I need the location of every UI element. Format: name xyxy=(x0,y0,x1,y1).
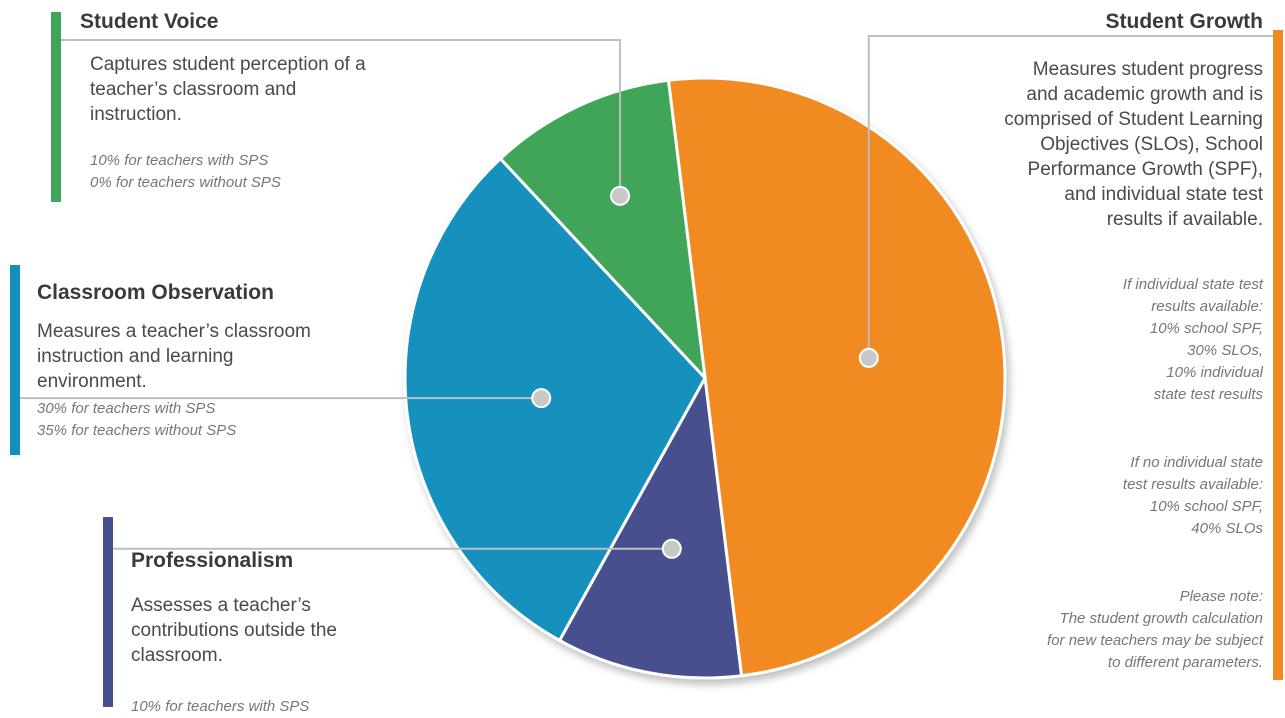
student-growth-note: state test results xyxy=(1153,386,1263,403)
pie-marker-classroom-observation xyxy=(531,388,552,409)
student-growth-description-line: results if available. xyxy=(1106,209,1263,230)
student-growth-note: 40% SLOs xyxy=(1191,520,1263,537)
pie-marker-student-voice xyxy=(610,185,631,206)
classroom-observation-description: Measures a teacher’s classroom instructi… xyxy=(37,321,311,392)
professionalism-description: Assesses a teacher’s contributions outsi… xyxy=(131,595,337,666)
pie-slice-student-voice xyxy=(498,78,708,383)
student-growth-note: 10% individual xyxy=(1166,364,1263,381)
student-growth-disclaimer: Please note: The student growth calculat… xyxy=(1047,586,1263,674)
student-growth-notes-unavailable: If no individual state test results avai… xyxy=(1123,452,1263,540)
student-growth-accent-bar xyxy=(1273,30,1283,680)
student-growth-description: Measures student progress and academic g… xyxy=(1004,57,1263,232)
student-voice-description: Captures student perception of a teacher… xyxy=(90,54,366,125)
student-growth-note: If individual state test xyxy=(1122,276,1263,293)
pie-slice-student-growth xyxy=(666,76,1007,678)
student-growth-description-line: and academic growth and is xyxy=(1026,84,1263,105)
professionalism-notes: 10% for teachers with SPS xyxy=(131,696,309,718)
student-growth-notes-available: If individual state test results availab… xyxy=(1123,274,1263,406)
student-growth-note: 10% school SPF, xyxy=(1149,498,1263,515)
professionalism-note: 10% for teachers with SPS xyxy=(131,698,310,715)
pie-slice-professionalism xyxy=(557,373,744,680)
student-voice-note: 0% for teachers without SPS xyxy=(90,174,281,191)
student-growth-description-line: and individual state test xyxy=(1064,184,1263,205)
student-voice-note: 10% for teachers with SPS xyxy=(90,152,269,169)
pie-marker-professionalism xyxy=(661,538,682,559)
pie-marker-student-growth xyxy=(858,347,879,368)
student-growth-description-line: Objectives (SLOs), School xyxy=(1040,134,1263,155)
professionalism-accent-bar xyxy=(103,517,113,707)
student-voice-title: Student Voice xyxy=(80,10,219,33)
student-voice-accent-bar xyxy=(51,12,61,202)
student-growth-note: test results available: xyxy=(1122,476,1263,493)
student-growth-description-line: Measures student progress xyxy=(1032,59,1263,80)
student-growth-note: 10% school SPF, xyxy=(1149,320,1263,337)
student-voice-notes: 10% for teachers with SPS 0% for teacher… xyxy=(90,150,281,194)
student-growth-description-line: comprised of Student Learning xyxy=(1004,109,1263,130)
student-growth-note: for new teachers may be subject xyxy=(1047,632,1263,649)
student-voice-leader-line xyxy=(61,39,622,196)
professionalism-title: Professionalism xyxy=(131,549,294,572)
classroom-observation-notes: 30% for teachers with SPS 35% for teache… xyxy=(37,398,236,442)
student-growth-note: to different parameters. xyxy=(1107,654,1263,671)
pie-slice-classroom-observation xyxy=(403,156,707,643)
classroom-observation-accent-bar xyxy=(10,265,20,455)
student-growth-title: Student Growth xyxy=(1105,10,1263,33)
student-growth-note: Please note: xyxy=(1179,588,1263,605)
student-growth-note: results available: xyxy=(1151,298,1263,315)
student-growth-note: If no individual state xyxy=(1130,454,1263,471)
student-growth-description-line: Performance Growth (SPF), xyxy=(1027,159,1263,180)
student-growth-leader-line xyxy=(867,35,1273,358)
student-growth-note: The student growth calculation xyxy=(1059,610,1263,627)
classroom-observation-title: Classroom Observation xyxy=(37,281,274,304)
student-growth-note: 30% SLOs, xyxy=(1187,342,1263,359)
classroom-observation-note: 35% for teachers without SPS xyxy=(37,422,237,439)
classroom-observation-note: 30% for teachers with SPS xyxy=(37,400,216,417)
